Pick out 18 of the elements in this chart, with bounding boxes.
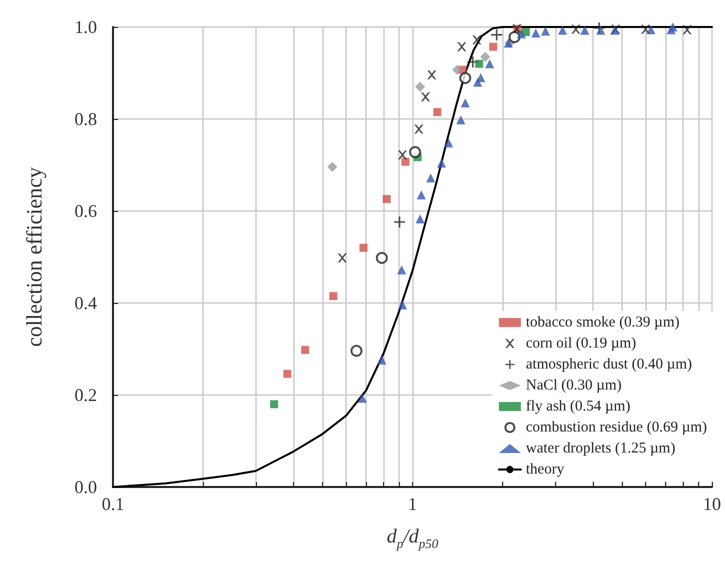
- x-tick-label: 1: [408, 494, 417, 514]
- x-tick-label: 0.1: [102, 494, 124, 514]
- legend-label: NaCl (0.30 µm): [526, 378, 622, 394]
- legend-label: theory: [526, 462, 565, 478]
- y-tick-label: 0.4: [74, 293, 97, 313]
- y-tick-label: 0.2: [74, 385, 97, 405]
- y-tick-label: 0.6: [74, 201, 97, 221]
- y-tick-label: 1.0: [74, 17, 97, 37]
- legend-label: atmospheric dust (0.40 µm): [526, 356, 692, 372]
- legend-label: fly ash (0.54 µm): [526, 398, 630, 414]
- legend-label: corn oil (0.19 µm): [526, 336, 636, 352]
- legend-label: tobacco smoke (0.39 µm): [526, 314, 680, 330]
- y-tick-label: 0.8: [74, 109, 97, 129]
- x-tick-label: 10: [703, 494, 721, 514]
- legend-label: combustion residue (0.69 µm): [526, 420, 708, 436]
- y-axis-title: collection efficiency: [22, 167, 46, 347]
- y-tick-label: 0.0: [74, 477, 97, 497]
- legend-label: water droplets (1.25 µm): [526, 440, 676, 456]
